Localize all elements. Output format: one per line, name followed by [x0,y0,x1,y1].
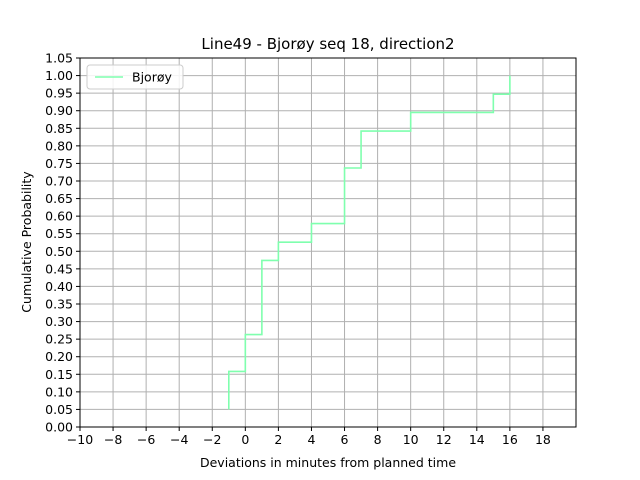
y-axis-label: Cumulative Probability [19,171,34,313]
x-tick-label: 2 [274,432,282,447]
x-tick-label: 0 [241,432,249,447]
x-tick-label: −6 [137,432,155,447]
series-layer [228,75,511,410]
legend-box [86,64,184,90]
x-tick-label: −4 [170,432,188,447]
x-tick-label: −2 [203,432,221,447]
y-tick-label: 1.05 [45,51,73,66]
y-tick-label: 0.45 [45,261,73,276]
x-tick-label: −8 [104,432,122,447]
y-tick-label: 0.35 [45,297,73,312]
y-tick-label: 1.00 [45,68,73,83]
x-tick-label: −10 [67,432,93,447]
x-tick-label: 4 [307,432,315,447]
y-tick-label: 0.85 [45,121,73,136]
y-tick-label: 0.30 [45,314,73,329]
y-tick-label: 0.00 [45,420,73,435]
plot-frame [79,57,577,428]
y-tick-label: 0.90 [45,103,73,118]
x-tick-label: 6 [341,432,349,447]
y-tick-label: 0.95 [45,86,73,101]
legend-label: Bjorøy [132,70,172,85]
y-tick-label: 0.15 [45,367,73,382]
y-tick-label: 0.20 [45,349,73,364]
legend: Bjorøy [86,64,184,90]
x-tick-label: 10 [403,432,419,447]
x-tick-label: 12 [436,432,452,447]
chart-title: Line49 - Bjorøy seq 18, direction2 [201,35,454,53]
x-tick-label: 8 [374,432,382,447]
y-tick-label: 0.75 [45,156,73,171]
y-tick-label: 0.65 [45,191,73,206]
x-tick-label: 14 [469,432,485,447]
y-tick-label: 0.55 [45,226,73,241]
y-tick-label: 0.70 [45,174,73,189]
y-tick-label: 0.05 [45,402,73,417]
y-tick-label: 0.50 [45,244,73,259]
y-tick-label: 0.10 [45,384,73,399]
x-axis-ticks: −10 −8 −6 −4 −2 0 2 4 6 8 10 12 14 16 18 [67,427,551,447]
y-axis-ticks: 0.00 0.05 0.10 0.15 0.20 0.25 0.30 0.35 0.40 0.45… [45,51,80,435]
y-tick-label: 0.40 [45,279,73,294]
y-tick-label: 0.60 [45,209,73,224]
grid [79,57,576,428]
y-tick-label: 0.25 [45,332,73,347]
series-line [228,75,511,410]
x-axis-label: Deviations in minutes from planned time [200,455,456,470]
x-tick-label: 16 [502,432,518,447]
x-tick-label: 18 [535,432,551,447]
y-tick-label: 0.80 [45,138,73,153]
